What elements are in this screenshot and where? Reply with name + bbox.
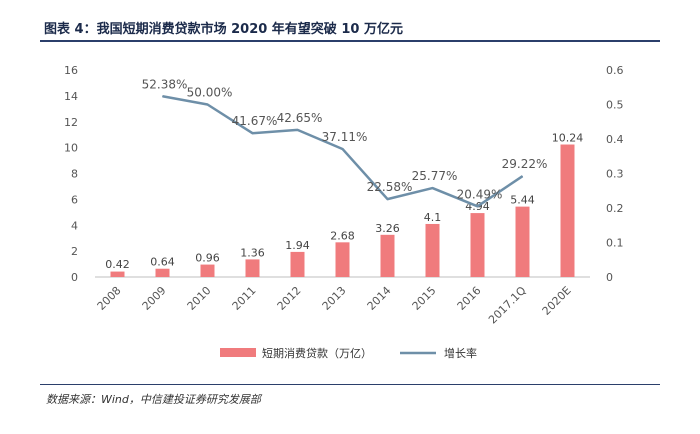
left-tick-label: 16 [64,64,78,77]
bar [470,213,485,277]
x-tick-label: 2009 [140,284,169,313]
bar-value-label: 0.64 [150,256,175,269]
bar [560,144,575,277]
growth-point [207,104,208,105]
right-tick-label: 0.6 [606,64,624,77]
growth-line-series: 52.38%50.00% 41.67% 42.65% 37.11% 22.58%25.7… [142,77,548,208]
x-tick-label: 2008 [95,284,124,313]
left-tick-label: 12 [64,116,78,129]
legend: 短期消费贷款（万亿） 增长率 [220,346,477,360]
growth-point [252,132,253,134]
left-tick-label: 2 [71,245,78,258]
growth-value-label: 25.77% [412,169,458,183]
right-axis: 0 0.1 0.2 0.3 0.4 0.5 0.6 [606,64,624,284]
bar-value-labels: 0.42 0.64 0.96 1.361.942.683.264.14.94 5.441… [105,132,583,271]
left-tick-label: 10 [64,142,78,155]
right-tick-label: 0.2 [606,202,624,215]
bar [380,234,395,277]
legend-line-label: 增长率 [444,346,477,360]
left-tick-label: 4 [71,219,78,232]
legend-bar-label: 短期消费贷款（万亿） [262,346,372,360]
bar-value-label: 1.36 [240,246,265,259]
left-tick-label: 8 [71,168,78,181]
left-tick-label: 0 [71,271,78,284]
chart-title: 图表 4：我国短期消费贷款市场 2020 年有望突破 10 万亿元 [44,22,403,37]
x-tick-label: 2010 [185,284,214,313]
chart: 0 2 4 6 8 10 12 14 16 0 0.1 0.2 0.3 0.4 0.5 0.6 0.42 0.… [64,64,624,360]
right-tick-label: 0 [606,271,613,284]
title-divider [40,40,660,42]
growth-value-label: 37.11% [322,130,368,144]
right-tick-label: 0.3 [606,168,624,181]
bar [245,259,260,277]
x-tick-label: 2013 [320,284,349,313]
growth-point [162,95,163,97]
growth-point [477,205,478,207]
bar-series [110,144,575,277]
x-tick-label: 2011 [230,284,259,313]
growth-value-label: 41.67% [232,114,278,128]
growth-point [387,198,388,200]
right-tick-label: 0.5 [606,99,624,112]
legend-bar-swatch [220,348,256,357]
growth-value-label: 52.38% [142,77,188,91]
growth-value-label: 20.49% [457,187,503,201]
source-note: 数据来源：Wind，中信建投证券研究发展部 [46,393,261,406]
x-tick-label: 2016 [455,284,484,313]
x-tick-label: 2014 [365,284,394,313]
bar-value-label: 10.24 [552,132,584,145]
bar-value-label: 0.42 [105,258,130,271]
growth-value-label: 22.58% [367,180,413,194]
left-axis: 0 2 4 6 8 10 12 14 16 [64,64,78,284]
left-tick-label: 14 [64,90,78,103]
bar [290,251,305,277]
growth-point [297,129,298,131]
right-tick-label: 0.1 [606,237,624,250]
bar-value-label: 5.44 [510,194,535,207]
bar [200,264,215,277]
growth-value-label: 42.65% [277,111,323,125]
growth-point [342,148,343,150]
bar-value-label: 2.68 [330,229,355,242]
bar [425,223,440,277]
bar-value-label: 4.1 [424,211,442,224]
growth-point [432,187,433,189]
bar [110,271,125,277]
x-tick-label: 2017.1Q [486,284,529,327]
bar-value-label: 1.94 [285,239,310,252]
x-tick-label: 2020E [540,284,574,318]
x-tick-label: 2015 [410,284,439,313]
right-tick-label: 0.4 [606,133,624,146]
bar-value-label: 3.26 [375,222,400,235]
bar [155,268,170,277]
bar [515,206,530,277]
growth-value-label: 29.22% [502,157,548,171]
bar [335,242,350,277]
x-tick-label: 2012 [275,284,304,313]
source-divider [40,384,660,385]
bar-value-label: 0.96 [195,252,220,265]
growth-value-label: 50.00% [187,86,233,100]
left-tick-label: 6 [71,193,78,206]
growth-point [522,175,523,177]
x-axis-ticks: 2008 2009 2010 2011 2012 2013 2014 2015 2016 2017… [95,284,574,327]
